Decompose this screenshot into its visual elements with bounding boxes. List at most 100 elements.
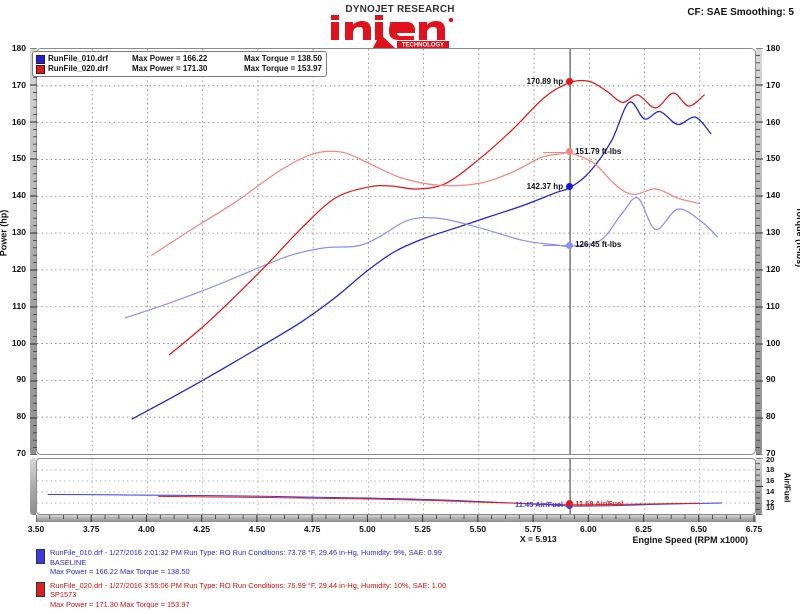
y-tick-right: 90 [766, 374, 776, 385]
power-run1-label: 142.37 hp [526, 181, 564, 191]
x-tick: 6.50 [690, 524, 708, 534]
airfuel-tick: 16 [766, 476, 775, 485]
legend-file-run1: RunFile_010.drf [48, 54, 109, 63]
y-tick-right: 140 [766, 190, 781, 201]
y-tick-right: 80 [766, 411, 776, 422]
marker-leader [543, 151, 570, 153]
marker-dot-4[interactable] [565, 241, 573, 249]
plot-gridlines [37, 49, 755, 454]
marker-dot-6[interactable] [565, 500, 573, 508]
x-minor-ticks [36, 515, 755, 522]
y-minor-ticks [30, 48, 37, 455]
run2-conditions: RunFile_020.drf - 1/27/2016 3:55:06 PM R… [50, 580, 446, 590]
marker-dot-1[interactable] [565, 78, 573, 86]
x-axis-label: Engine Speed (RPM x1000) [632, 535, 748, 545]
airfuel-svg [37, 459, 755, 514]
y-tick-right: 110 [766, 300, 780, 311]
injen-logo-svg: TECHNOLOGY [331, 15, 454, 49]
legend-row: RunFile_020.drf Max Power = 171.30 Max T… [36, 64, 322, 74]
x-tick: 4.25 [193, 524, 210, 534]
y-minor-ticks [756, 48, 763, 455]
y-tick-left: 120 [11, 263, 26, 274]
x-tick: 5.75 [524, 524, 542, 534]
y-axis-right-label: Torque (ft-lbs) [795, 206, 800, 268]
y-tick-right: 160 [766, 116, 781, 127]
y-tick-left: 100 [11, 337, 26, 348]
torque-run1-label: 126.45 ft-lbs [575, 240, 622, 250]
y-axis-airfuel-label: Air/Fuel [782, 472, 792, 503]
airfuel-tick: 18 [766, 465, 775, 474]
x-tick: 5.25 [414, 524, 431, 534]
run1-maxes: Max Power = 166.22 Max Torque = 138.50 [50, 567, 190, 577]
bottom-axis-bar [36, 515, 756, 522]
y-tick-right: 150 [766, 153, 781, 164]
curve-runfile-010-drf-air-fuel [47, 493, 723, 507]
run-detail-block: RunFile_010.drf - 1/27/2016 2:01:32 PM R… [36, 548, 776, 577]
cursor-x-readout: X = 5.913 [520, 534, 557, 544]
airfuel-tick: 12 [766, 498, 775, 507]
x-tick: 5.00 [359, 524, 376, 534]
marker-dot-3[interactable] [565, 183, 573, 191]
airfuel-curves [47, 493, 723, 507]
run2-maxes: Max Power = 171.30 Max Torque = 153.97 [50, 599, 190, 609]
dyno-plot-svg [37, 49, 755, 454]
airfuel-run2-label: 11.69 Air/Fuel [575, 498, 624, 508]
legend-file-run2: RunFile_020.drf [48, 64, 109, 73]
x-tick: 3.50 [27, 524, 45, 534]
marker-dot-2[interactable] [565, 148, 573, 156]
legend-swatch-run2-icon [36, 64, 45, 74]
y-tick-left: 130 [11, 227, 26, 238]
curve-runfile-020-drf-torque [151, 150, 701, 256]
curve-runfile-020-drf-air-fuel [158, 495, 701, 506]
left-axis-bar [30, 48, 36, 455]
logo-sub-text: TECHNOLOGY [402, 43, 444, 49]
y-tick-right: 170 [766, 79, 781, 90]
y-tick-right: 70 [766, 448, 776, 458]
x-tick: 3.75 [82, 524, 100, 534]
x-tick: 6.00 [580, 524, 597, 534]
legend-swatch-run1-icon [36, 54, 45, 64]
x-tick: 4.75 [303, 524, 321, 534]
y-tick-left: 140 [11, 190, 26, 201]
legend-power-run2: Max Power = 171.30 [132, 64, 208, 73]
y-axis-left-label: Power (hp) [0, 209, 9, 257]
x-tick: 6.75 [745, 524, 763, 534]
page-title: DYNOJET RESEARCH [345, 4, 455, 15]
y-tick-left: 160 [11, 116, 26, 127]
y-tick-left: 180 [11, 43, 26, 53]
legend-torque-run2: Max Torque = 153.97 [244, 64, 322, 73]
run1-name: BASELINE [50, 557, 87, 567]
y-tick-left: 150 [11, 153, 26, 164]
legend-torque-run1: Max Torque = 138.50 [244, 54, 322, 63]
x-tick: 5.50 [469, 524, 487, 534]
legend-row: RunFile_010.drf Max Power = 166.22 Max T… [36, 54, 322, 64]
power-run2-label: 170.89 hp [526, 76, 564, 86]
y-tick-left: 170 [11, 79, 26, 90]
torque-run2-label: 151.79 ft-lbs [575, 146, 622, 156]
y-tick-left: 80 [16, 411, 26, 422]
plot-curves [124, 79, 719, 420]
legend-power-run1: Max Power = 166.22 [132, 54, 208, 63]
airfuel-tick: 10 [766, 503, 775, 512]
airfuel-tick: 20 [766, 455, 775, 464]
y-tick-right: 130 [766, 227, 781, 238]
run1-conditions: RunFile_010.drf - 1/27/2016 2:01:32 PM R… [50, 548, 442, 557]
cf-smoothing-label: CF: SAE Smoothing: 5 [687, 7, 794, 18]
dyno-plot-panel [36, 48, 756, 455]
airfuel-tick: 14 [766, 487, 775, 496]
curve-runfile-020-drf-power [168, 79, 705, 356]
marker-leader [543, 245, 570, 247]
right-axis-bar [756, 48, 762, 455]
curve-runfile-010-drf-power [131, 101, 712, 420]
y-tick-left: 70 [16, 448, 26, 458]
chart-legend: RunFile_010.drf Max Power = 166.22 Max T… [32, 51, 327, 77]
y-tick-right: 100 [766, 337, 781, 348]
y-minor-ticks [756, 458, 763, 515]
y-tick-left: 90 [16, 374, 26, 385]
footer-swatch-run2-icon [36, 581, 45, 597]
y-tick-right: 180 [766, 43, 781, 53]
airfuel-panel [36, 458, 756, 515]
x-tick: 6.25 [635, 524, 652, 534]
injen-logo: TECHNOLOGY [0, 14, 800, 50]
x-tick: 4.50 [248, 524, 266, 534]
